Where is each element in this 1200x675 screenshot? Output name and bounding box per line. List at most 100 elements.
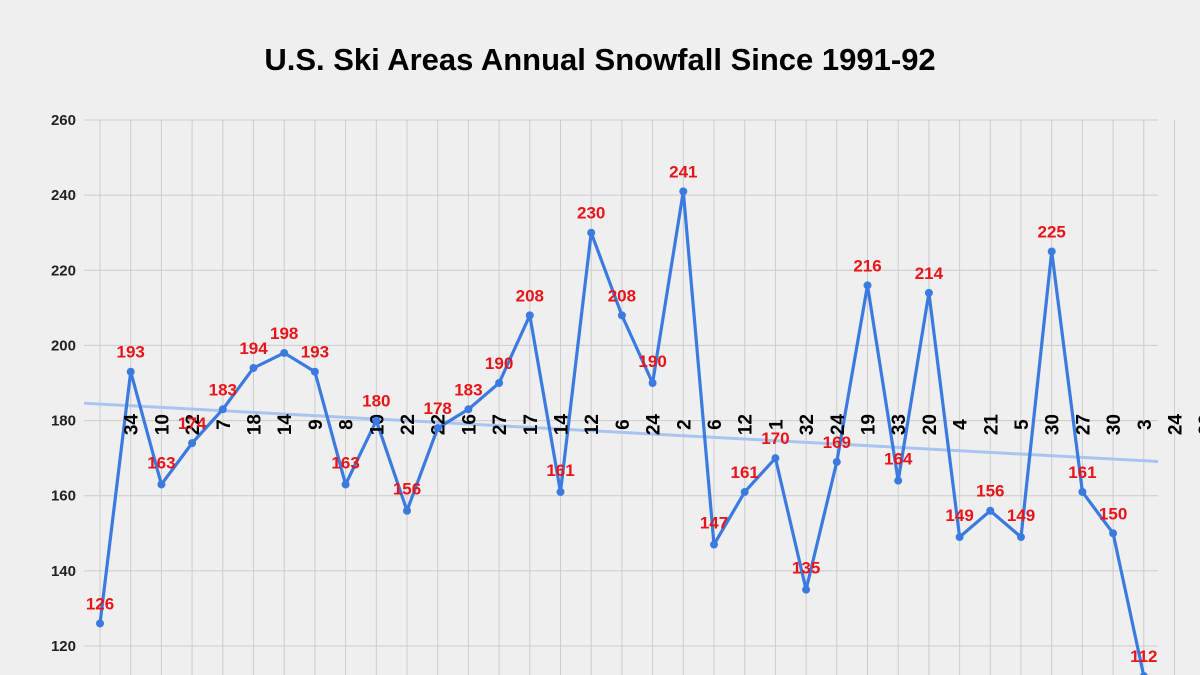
x-tick-label: 27 [1073,414,1094,435]
data-label: 156 [393,480,421,499]
data-point [372,416,381,425]
y-tick-label: 120 [51,638,76,655]
data-label: 161 [546,461,574,480]
x-tick-label: 32 [797,414,818,435]
data-point [955,533,964,542]
data-point [617,311,626,320]
grid-layer [84,119,1175,675]
x-tick-label: 10 [152,414,173,435]
data-point [924,288,933,297]
y-tick-labels: 120 140 160 180 200 220 240 260 [51,112,76,655]
data-point [986,506,995,515]
y-tick-label: 160 [51,488,76,505]
data-label: 198 [270,324,298,343]
x-tick-label: 2 [674,419,695,430]
data-label: 193 [117,343,145,362]
data-label: 126 [86,594,114,613]
data-label: 241 [669,162,697,181]
data-point [710,540,718,549]
x-tick-label: 29 [1196,414,1200,435]
data-point [464,405,473,414]
x-tick-label: 22 [398,414,419,435]
data-label: 214 [915,264,944,283]
data-point [218,405,227,414]
data-point [1047,247,1056,256]
data-point [433,424,442,433]
data-label: 194 [239,339,268,358]
data-point [126,367,135,376]
x-tick-label: 12 [582,414,603,435]
data-point [894,476,903,485]
x-tick-label: 4 [951,419,972,430]
x-tick-label: 6 [613,419,634,430]
data-label: 164 [884,450,913,469]
chart-title: U.S. Ski Areas Annual Snowfall Since 199… [264,42,936,77]
data-point [280,348,289,357]
x-tick-label: 24 [644,414,665,436]
x-tick-label: 24 [828,414,849,436]
x-tick-label: 22 [183,414,204,435]
data-point [157,480,166,489]
x-tick-label: 24 [1166,414,1187,436]
data-points [96,187,1148,675]
data-label: 170 [761,429,789,448]
data-point [525,311,534,320]
data-point [832,457,841,466]
x-tick-label: 5 [1012,419,1033,430]
data-label: 149 [1007,506,1035,525]
data-label: 183 [209,380,237,399]
data-point [648,379,657,387]
data-point [802,585,811,594]
data-point [341,480,350,489]
data-label: 216 [853,256,881,275]
data-label: 163 [331,453,359,472]
x-tick-label: 14 [275,414,296,436]
data-point [740,487,749,496]
x-tick-label: 27 [490,414,511,435]
data-label: 180 [362,392,390,411]
x-tick-label: 19 [859,414,880,435]
data-point [587,228,596,237]
x-tick-label: 18 [245,414,266,435]
data-label: 230 [577,204,605,223]
x-tick-label: 16 [459,414,480,435]
data-label: 156 [976,482,1004,501]
data-label: 150 [1099,504,1127,523]
data-label: 190 [485,354,513,373]
x-tick-label: 12 [736,414,757,435]
x-tick-label: 30 [1043,414,1064,435]
y-tick-label: 240 [51,187,76,204]
data-label: 147 [700,514,728,533]
x-tick-label: 9 [306,419,327,430]
data-label: 208 [608,286,636,305]
trendline-layer [83,401,1159,463]
x-tick-label: 3 [1135,419,1156,430]
y-tick-label: 260 [51,112,76,129]
data-label: 193 [301,343,329,362]
x-tick-label: 7 [214,419,235,430]
x-tick-label: 17 [521,414,542,435]
data-label: 208 [516,286,544,305]
data-label: 161 [1068,463,1096,482]
data-label: 169 [823,433,851,452]
x-tick-label: 30 [1104,414,1125,435]
y-tick-label: 200 [51,337,76,354]
data-label: 183 [454,380,482,399]
y-tick-label: 220 [51,262,76,279]
x-tick-label: 6 [705,419,726,430]
data-point [249,363,258,372]
data-point [679,187,688,196]
trendline [83,401,1159,463]
x-tick-label: 8 [337,419,358,430]
data-labels: 1261931631741831941981931631801561781831… [86,162,1158,666]
x-tick-label: 34 [122,414,143,436]
data-label: 112 [1130,647,1157,666]
data-label: 178 [424,399,452,418]
data-point [188,439,197,448]
x-tick-labels: 3410227181498102222162717141262426121322… [122,414,1200,436]
data-point [1078,487,1087,496]
data-label: 225 [1038,223,1066,242]
data-label: 190 [638,352,666,371]
data-label: 174 [178,414,207,433]
